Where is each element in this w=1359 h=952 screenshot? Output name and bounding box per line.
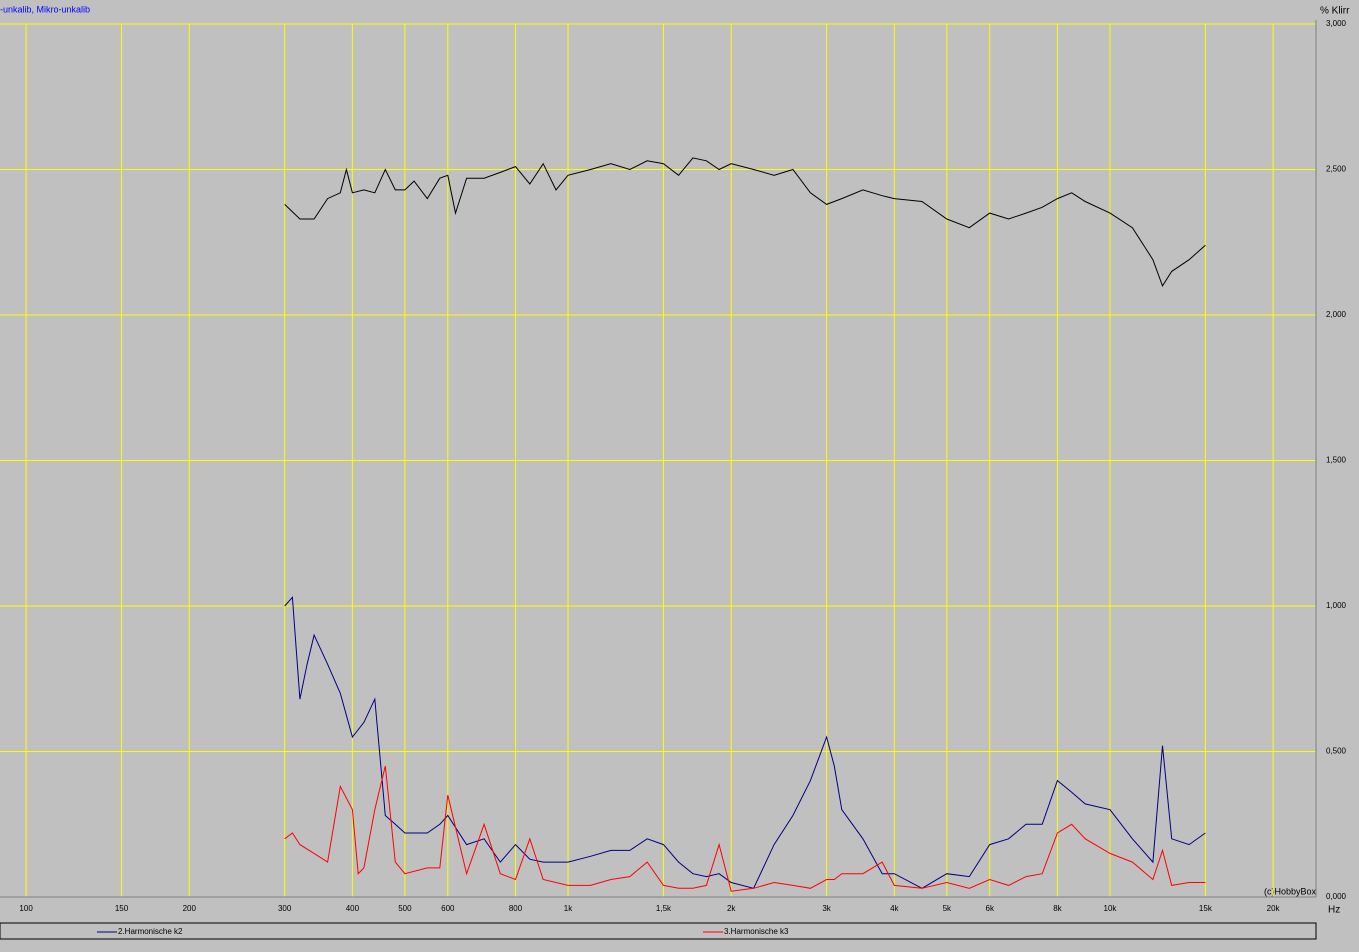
x-tick-label: 10k [1104,904,1118,913]
annotation: (c)HobbyBox [1264,886,1317,896]
x-tick-label: 150 [115,904,129,913]
y-axis-label: % Klirr [1320,6,1350,17]
x-tick-label: 2k [727,904,736,913]
x-tick-label: 100 [19,904,33,913]
y-tick-label: 0,500 [1326,747,1347,756]
y-tick-label: 2,000 [1326,310,1347,319]
data-line [284,157,1206,288]
data-line [284,765,1206,892]
x-axis-label: Hz [1328,905,1340,916]
data-line [284,596,1206,889]
x-tick-label: 1k [564,904,573,913]
x-tick-label: 1,5k [656,904,672,913]
x-tick-label: 6k [986,904,995,913]
x-tick-label: 500 [398,904,412,913]
y-tick-label: 2,500 [1326,165,1347,174]
legend-label: 3.Harmonische k3 [724,927,789,936]
x-tick-label: 600 [441,904,455,913]
legend-box [0,922,1317,940]
chart-title: 3-unkalib, Mikro-unkalib [0,4,90,14]
x-tick-label: 15k [1199,904,1213,913]
x-tick-label: 5k [943,904,952,913]
x-tick-label: 3k [822,904,831,913]
x-tick-label: 200 [183,904,197,913]
y-tick-label: 1,500 [1326,456,1347,465]
x-tick-label: 300 [278,904,292,913]
y-tick-label: 3,000 [1326,19,1347,28]
legend-label: 2.Harmonische k2 [118,927,183,936]
x-tick-label: 800 [509,904,523,913]
x-tick-label: 400 [346,904,360,913]
x-tick-label: 4k [890,904,899,913]
x-tick-label: 8k [1053,904,1062,913]
y-tick-label: 0,000 [1326,892,1347,901]
y-tick-label: 1,000 [1326,601,1347,610]
x-tick-label: 20k [1267,904,1281,913]
